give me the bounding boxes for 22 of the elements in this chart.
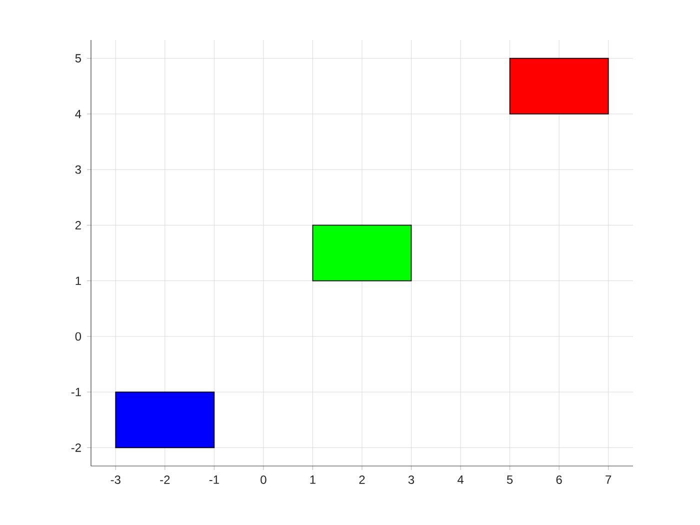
y-tick-label: 4 xyxy=(75,110,82,118)
x-tick-label: 1 xyxy=(310,476,316,484)
x-tick-label: 2 xyxy=(359,476,365,484)
x-tick-label: 5 xyxy=(506,476,513,484)
bar xyxy=(115,392,215,448)
x-tick-label: -3 xyxy=(110,476,120,484)
x-tick-label: 4 xyxy=(458,476,464,484)
y-tick-label: -2 xyxy=(71,443,81,452)
bar xyxy=(509,58,609,114)
x-tick-label: 6 xyxy=(556,476,562,484)
x-tick-label: 0 xyxy=(260,476,266,484)
y-tick-label: 1 xyxy=(76,276,81,285)
x-tick-label: 3 xyxy=(408,476,414,484)
y-tick-label: -1 xyxy=(71,388,81,396)
y-tick-label: 5 xyxy=(75,54,81,63)
bar xyxy=(312,224,412,282)
y-tick-label: 3 xyxy=(75,165,81,174)
x-tick-label: -2 xyxy=(160,476,170,484)
y-tick-label: 2 xyxy=(75,221,81,230)
x-tick-label: -1 xyxy=(209,476,219,484)
x-tick-label: 7 xyxy=(606,476,612,484)
y-tick-label: 0 xyxy=(75,332,82,341)
